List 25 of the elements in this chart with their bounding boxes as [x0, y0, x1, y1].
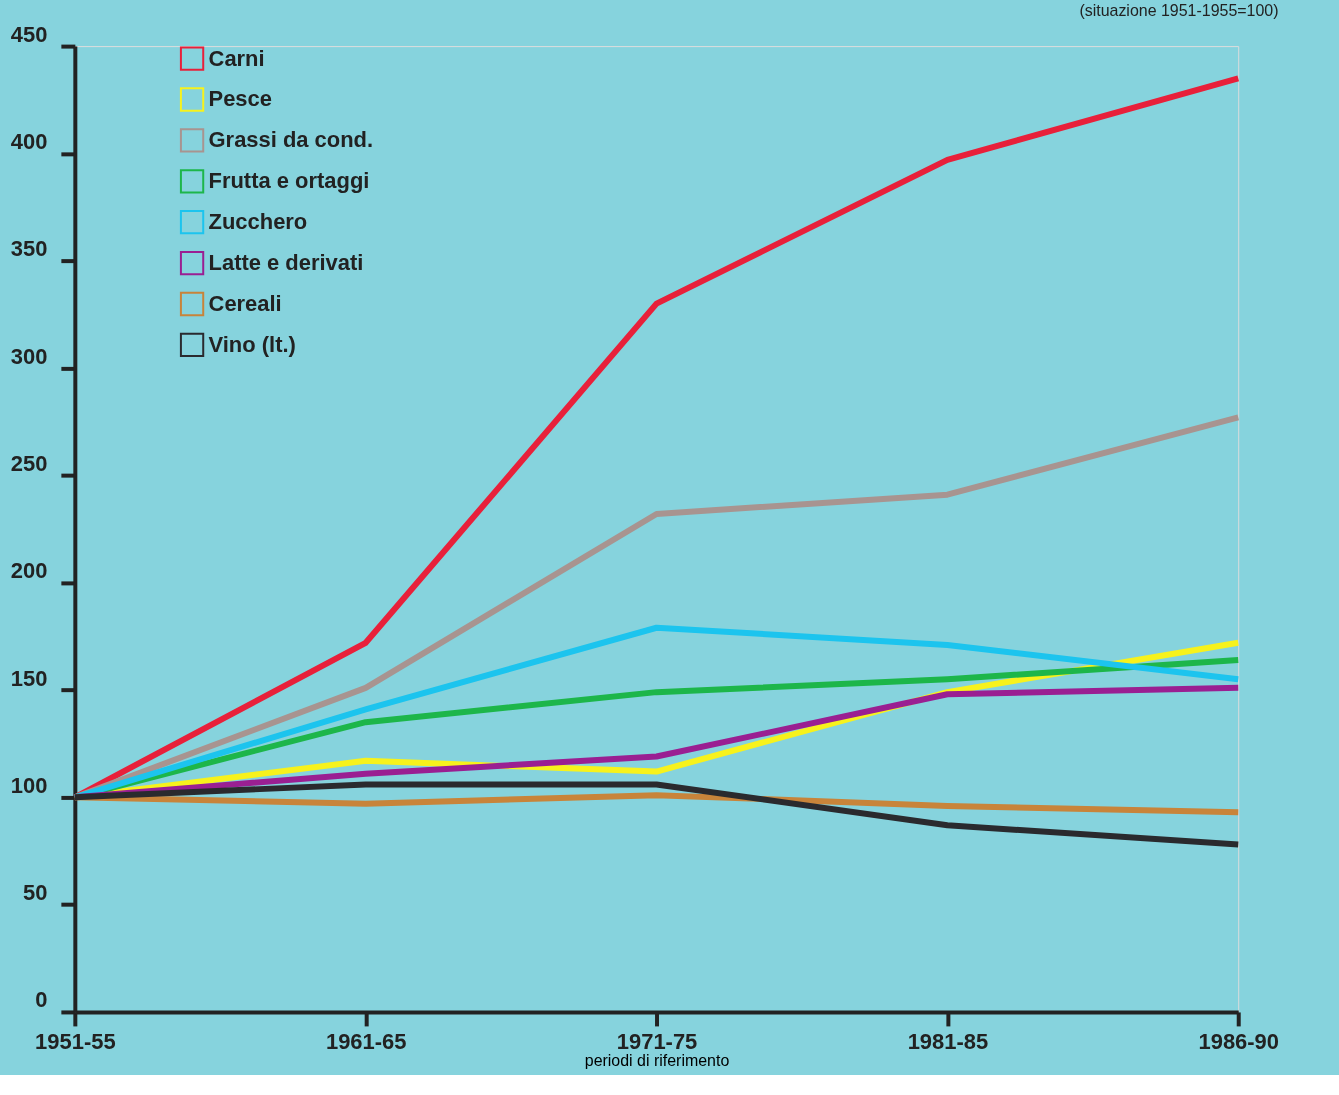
- legend-label: Frutta e ortaggi: [208, 168, 370, 194]
- legend-label: Latte e derivati: [208, 250, 364, 276]
- y-tick-label: 0: [35, 987, 48, 1013]
- x-tick-label: 1951-55: [35, 1029, 116, 1055]
- y-tick-label: 350: [10, 236, 48, 262]
- legend-label: Carni: [208, 45, 265, 71]
- y-tick-label: 200: [10, 558, 48, 584]
- y-tick-label: 250: [10, 450, 48, 476]
- y-tick-label: 450: [10, 21, 48, 47]
- legend-label: Cereali: [208, 291, 282, 317]
- x-tick-label: 1961-65: [325, 1029, 407, 1055]
- legend-label: Zucchero: [208, 209, 308, 235]
- x-axis-title: periodi di riferimento: [584, 1052, 730, 1070]
- y-tick-label: 150: [10, 665, 48, 691]
- y-tick-label: 100: [10, 772, 48, 798]
- y-tick-label: 50: [22, 880, 48, 906]
- y-tick-label: 400: [10, 128, 48, 154]
- chart-subtitle: (situazione 1951-1955=100): [1079, 2, 1279, 20]
- legend-label: Pesce: [208, 86, 272, 112]
- x-tick-label: 1981-85: [907, 1029, 989, 1055]
- legend-label: Vino (lt.): [208, 331, 296, 357]
- y-tick-label: 300: [10, 343, 48, 369]
- legend-label: Grassi da cond.: [208, 127, 374, 153]
- x-tick-label: 1986-90: [1198, 1029, 1279, 1055]
- x-tick-label: 1971-75: [616, 1029, 698, 1055]
